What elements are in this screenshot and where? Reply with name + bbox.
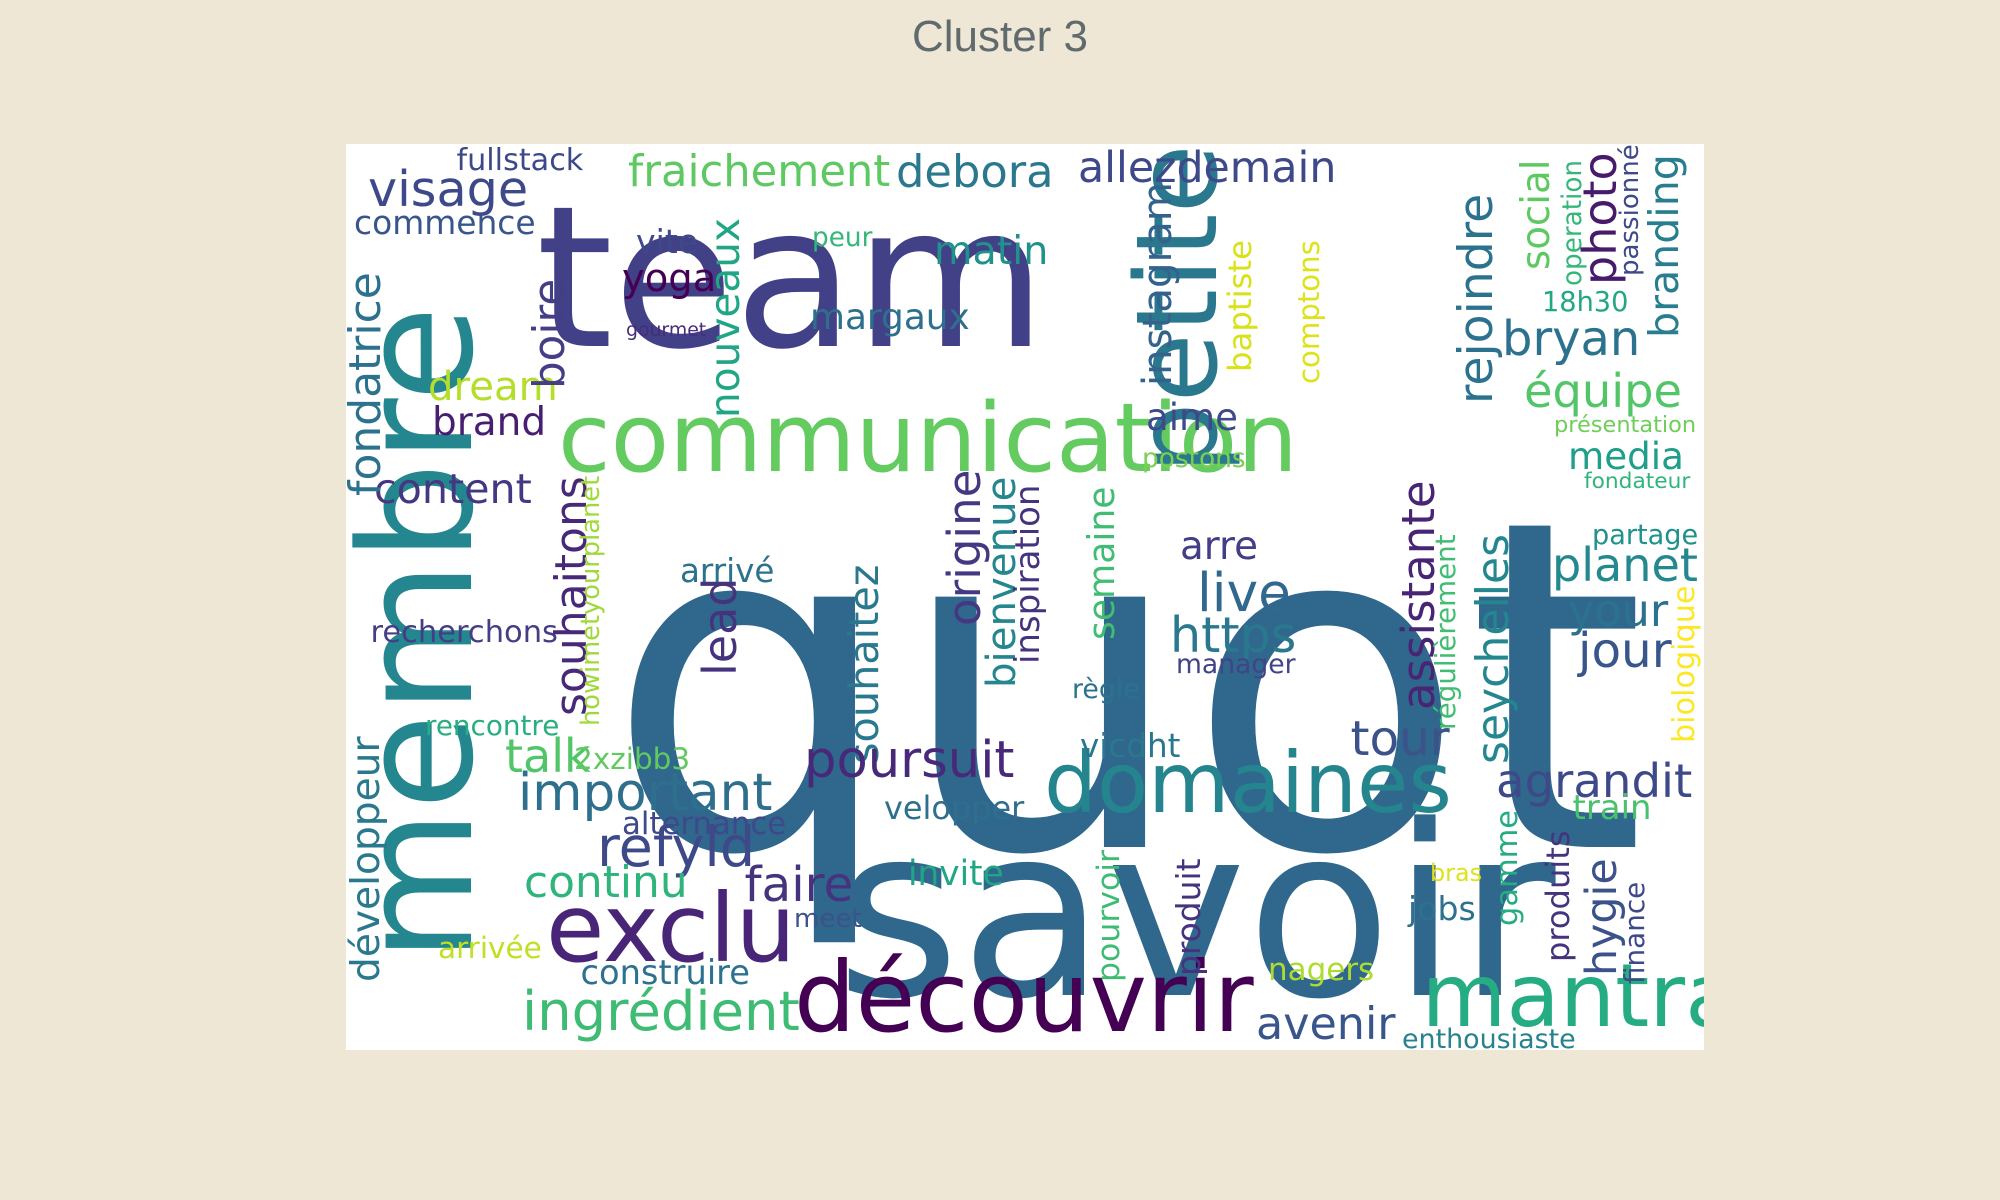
- cloud-word: https: [1170, 605, 1297, 664]
- cloud-word: meet: [794, 904, 862, 934]
- cloud-word: howimetyourplanet: [576, 475, 606, 726]
- cloud-word: hygie: [1576, 858, 1627, 976]
- cloud-word: margaux: [810, 297, 970, 338]
- cloud-word: postons: [1142, 443, 1246, 474]
- cloud-word: partage: [1592, 519, 1699, 551]
- cloud-word: alternance: [622, 805, 787, 842]
- cloud-word: important: [518, 763, 773, 823]
- cloud-word: nouveaux: [700, 217, 749, 418]
- cloud-word: régulièrement: [1429, 534, 1462, 730]
- cloud-word: savoir: [836, 775, 1556, 1050]
- cloud-word: découvrir: [794, 940, 1254, 1050]
- cloud-word: fraichement: [628, 146, 891, 197]
- cloud-word: dream: [428, 364, 558, 410]
- cloud-word: branding: [1639, 154, 1688, 338]
- cloud-word: your: [1568, 584, 1669, 637]
- cloud-word: développeur: [346, 736, 389, 982]
- cloud-word: produits: [1539, 830, 1577, 962]
- cloud-word: 18h30: [1542, 286, 1629, 318]
- cloud-word: commence: [354, 202, 536, 242]
- cloud-word: domaines: [1044, 734, 1452, 832]
- cloud-word: bryan: [1502, 311, 1641, 367]
- cloud-word: avenir: [1256, 999, 1396, 1050]
- cloud-word: visage: [368, 159, 529, 218]
- cloud-word: tour: [1350, 711, 1450, 767]
- cloud-word: yoga: [622, 256, 717, 301]
- cloud-word: content: [374, 464, 532, 513]
- cloud-word: vite: [636, 221, 699, 261]
- cloud-word: exclu: [546, 873, 796, 984]
- cloud-word: règle: [1072, 673, 1140, 705]
- cloud-word: arrivée: [438, 931, 542, 965]
- cloud-word: debora: [896, 144, 1054, 198]
- cloud-word: poursuit: [804, 730, 1015, 790]
- cloud-word: lead: [693, 577, 747, 676]
- cloud-word: fullstack: [456, 144, 584, 178]
- cloud-word: team: [536, 163, 1047, 393]
- cloud-word: gamme: [1490, 810, 1525, 926]
- cloud-word: seychelles: [1468, 533, 1519, 764]
- cloud-word: rejoindre: [1448, 193, 1504, 404]
- cloud-word: planet: [1552, 538, 1698, 592]
- cloud-word: rencontre: [425, 709, 560, 742]
- cloud-word: jobs: [1408, 888, 1476, 928]
- chart-title: Cluster 3: [911, 12, 1089, 61]
- cloud-word: biologique: [1667, 585, 1702, 743]
- cloud-word: allezdemain: [1078, 144, 1337, 193]
- cloud-word: 2xzibb3: [574, 742, 691, 776]
- cloud-word: agrandit: [1496, 753, 1693, 808]
- cloud-word: présentation: [1554, 412, 1697, 438]
- cloud-word: finance: [1618, 881, 1651, 984]
- cloud-word: instagram: [1135, 182, 1181, 386]
- cloud-word: comptons: [1291, 240, 1326, 384]
- cloud-word: continu: [524, 857, 688, 908]
- cloud-word: semaine: [1080, 486, 1123, 640]
- cloud-word: pourvoir: [1091, 850, 1127, 982]
- cloud-word: manager: [1176, 648, 1296, 680]
- cloud-word: vicdht: [1080, 726, 1181, 765]
- cloud-word: brand: [432, 399, 547, 445]
- cloud-word: faire: [744, 857, 854, 913]
- cloud-word: bras: [1430, 859, 1483, 887]
- cloud-word: matin: [934, 228, 1049, 274]
- cloud-word: refyld: [597, 815, 756, 880]
- cloud-word: quot: [606, 422, 1647, 955]
- cloud-word: recherchons: [370, 614, 558, 650]
- cloud-word: produit: [1168, 858, 1208, 976]
- cloud-word: aime: [1146, 395, 1238, 439]
- cloud-word: inspiration: [1008, 484, 1048, 664]
- cloud-word: fondatrice: [346, 272, 391, 496]
- cloud-word: social: [1513, 158, 1559, 270]
- cloud-word: mantra: [1421, 944, 1705, 1047]
- cloud-word: talk: [505, 729, 591, 783]
- cloud-word: ingrédient: [522, 979, 800, 1043]
- cloud-word: nagers: [1268, 951, 1375, 988]
- cloud-word: media: [1568, 433, 1684, 478]
- cloud-word: communication: [558, 382, 1298, 494]
- cloud-word: velopper: [884, 789, 1025, 827]
- cloud-word: fondateur: [1584, 469, 1691, 494]
- cloud-word: construire: [580, 953, 750, 992]
- cloud-word: invite: [908, 854, 1004, 894]
- cloud-word: jour: [1578, 623, 1672, 679]
- cloud-word: enthousiaste: [1402, 1023, 1576, 1050]
- cloud-word: train: [1572, 788, 1652, 828]
- cloud-word: arre: [1180, 523, 1258, 569]
- cloud-word: live: [1197, 561, 1291, 624]
- cloud-word: boire: [525, 278, 575, 389]
- cloud-word: peur: [812, 223, 873, 253]
- cloud-word: arrivé: [680, 551, 775, 590]
- cloud-word: baptiste: [1221, 239, 1259, 372]
- cloud-word: équipe: [1524, 364, 1683, 418]
- cloud-word: gourmet: [626, 319, 707, 341]
- word-cloud: quot team savoir membre communication petite d…: [346, 144, 1704, 1050]
